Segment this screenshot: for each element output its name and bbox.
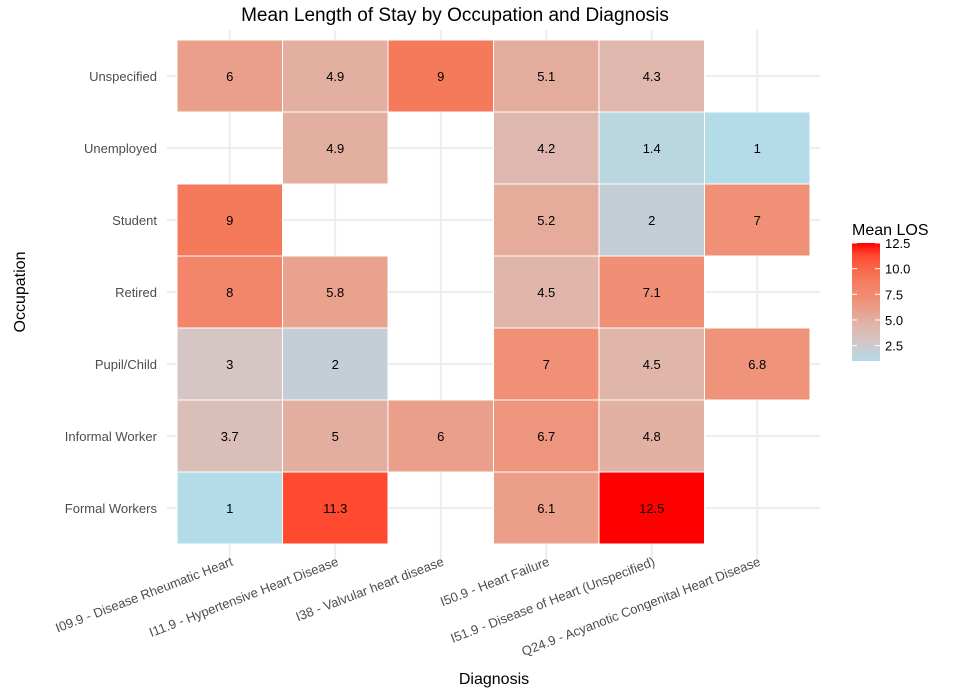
heatmap-cell: [598, 111, 705, 185]
heatmap-cell: [493, 471, 600, 545]
heatmap-cell: [282, 399, 389, 473]
legend-colorbar: [852, 243, 880, 361]
heatmap-cell: [282, 327, 389, 401]
heatmap-cell: [176, 471, 283, 545]
y-tick-label: Pupil/Child: [95, 357, 157, 372]
heatmap-cell: [493, 39, 600, 113]
cell-value-label: 6: [437, 429, 444, 444]
heatmap-cell: [704, 111, 811, 185]
heatmap-cell: [387, 39, 494, 113]
x-axis-label: Diagnosis: [459, 671, 529, 688]
legend-tick-label: 10.0: [885, 262, 910, 277]
cell-value-label: 5: [332, 429, 339, 444]
y-tick-label: Student: [112, 213, 157, 228]
y-tick-label: Unspecified: [89, 69, 157, 84]
cell-value-label: 4.5: [537, 285, 555, 300]
heatmap-cell: [282, 111, 389, 185]
cell-value-label: 6.8: [748, 357, 766, 372]
heatmap-cell: [176, 327, 283, 401]
x-tick-label: I09.9 - Disease Rheumatic Heart: [53, 554, 235, 636]
cell-value-label: 7.1: [643, 285, 661, 300]
heatmap-cell: [598, 399, 705, 473]
heatmap-cell: [176, 39, 283, 113]
cell-value-label: 4.9: [326, 69, 344, 84]
legend: Mean LOS 12.5 10.0 7.5 5.0 2.5: [852, 222, 928, 361]
heatmap-cell: [282, 471, 389, 545]
legend-tick-label: 2.5: [885, 339, 903, 354]
heatmap-cell: [598, 471, 705, 545]
y-tick-label: Retired: [115, 285, 157, 300]
cell-value-label: 1: [754, 141, 761, 156]
cell-value-label: 9: [226, 213, 233, 228]
cell-value-label: 4.9: [326, 141, 344, 156]
legend-tick-label: 5.0: [885, 313, 903, 328]
cell-value-label: 1: [226, 501, 233, 516]
heatmap-cell: [704, 327, 811, 401]
x-tick-label: I11.9 - Hypertensive Heart Disease: [147, 554, 340, 640]
heatmap-cell: [176, 255, 283, 329]
cell-value-label: 5.2: [537, 213, 555, 228]
cell-value-label: 3.7: [221, 429, 239, 444]
cell-value-label: 4.8: [643, 429, 661, 444]
cell-value-label: 3: [226, 357, 233, 372]
cell-value-label: 6: [226, 69, 233, 84]
heatmap-cell: [598, 183, 705, 257]
cell-value-label: 6.7: [537, 429, 555, 444]
cell-value-label: 9: [437, 69, 444, 84]
legend-tick-label: 7.5: [885, 287, 903, 302]
cell-value-label: 2: [648, 213, 655, 228]
cell-value-label: 11.3: [323, 501, 347, 516]
heatmap-cell: [176, 399, 283, 473]
cell-value-label: 6.1: [537, 501, 555, 516]
heatmap-cell: [704, 183, 811, 257]
cell-value-label: 8: [226, 285, 233, 300]
cell-value-label: 2: [332, 357, 339, 372]
cell-value-label: 5.8: [326, 285, 344, 300]
y-tick-label: Informal Worker: [65, 429, 158, 444]
heatmap-cell: [387, 399, 494, 473]
y-tick-label: Unemployed: [84, 141, 157, 156]
cell-value-label: 4.5: [643, 357, 661, 372]
cell-value-label: 4.2: [537, 141, 555, 156]
heatmap-cell: [598, 39, 705, 113]
heatmap-cell: [493, 255, 600, 329]
legend-title: Mean LOS: [852, 222, 928, 239]
chart-title: Mean Length of Stay by Occupation and Di…: [241, 5, 669, 26]
cell-value-label: 1.4: [643, 141, 661, 156]
heatmap-cell: [493, 399, 600, 473]
y-tick-label: Formal Workers: [65, 501, 158, 516]
y-tick-labels: Unspecified Unemployed Student Retired Pupil…: [65, 69, 158, 516]
cell-value-label: 7: [754, 213, 761, 228]
heatmap-cells: 6 4.9 9 5.1 4.3 4.9 4.2 1.4 1 9 5.2 2 7 8 5.8 4.5 7.1 3 2 7…: [176, 39, 811, 545]
heatmap-cell: [493, 183, 600, 257]
cell-value-label: 7: [543, 357, 550, 372]
y-axis-label: Occupation: [12, 252, 29, 333]
heatmap-cell: [598, 255, 705, 329]
cell-value-label: 12.5: [639, 501, 664, 516]
cell-value-label: 5.1: [537, 69, 555, 84]
cell-value-label: 4.3: [643, 69, 661, 84]
legend-tick-label: 12.5: [885, 236, 910, 251]
heatmap-cell: [176, 183, 283, 257]
